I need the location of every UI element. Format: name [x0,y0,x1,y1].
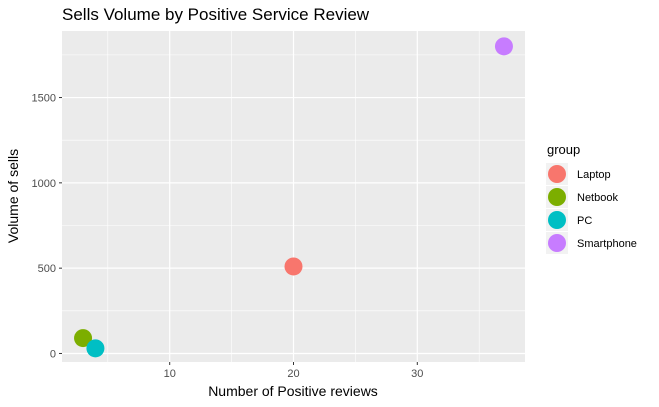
legend-key-pc [548,211,566,229]
legend-key-smartphone [548,234,566,252]
legend-key-laptop [548,165,566,183]
legend-label-smartphone: Smartphone [577,238,637,250]
legend-title: group [547,142,580,157]
point-pc [86,339,105,358]
legend-key-netbook [548,188,566,206]
legend-label-pc: PC [577,215,592,227]
y-axis-title: Volume of sells [5,149,21,243]
x-tick-label: 30 [411,368,423,380]
y-tick-label: 1000 [32,178,56,190]
point-netbook [74,329,93,348]
grid-major [62,31,525,362]
point-laptop [284,257,303,276]
x-tick-label: 10 [164,368,176,380]
y-tick-label: 500 [38,263,56,275]
chart-title: Sells Volume by Positive Service Review [62,5,370,24]
data-points [74,37,513,358]
legend: group Laptop Netbook PC Smartphone [546,142,637,254]
legend-label-laptop: Laptop [577,169,611,181]
y-tick-label: 0 [50,348,56,360]
legend-label-netbook: Netbook [577,192,618,204]
y-axis: 0 500 1000 1500 [32,93,62,360]
x-axis: 10 20 30 [164,362,423,380]
x-tick-label: 20 [287,368,299,380]
point-smartphone [494,37,513,56]
y-tick-label: 1500 [32,93,56,105]
x-axis-title: Number of Positive reviews [208,383,378,399]
